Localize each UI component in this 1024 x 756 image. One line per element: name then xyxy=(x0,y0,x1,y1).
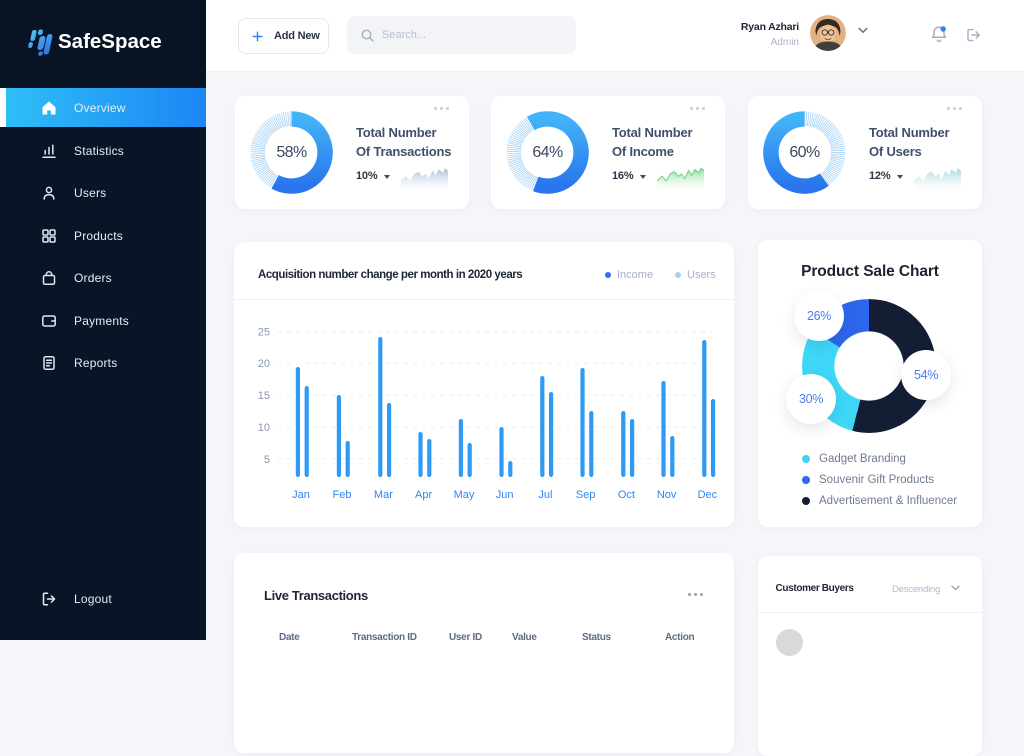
svg-text:Jan: Jan xyxy=(292,489,310,501)
svg-text:Nov: Nov xyxy=(657,489,677,501)
svg-text:Jul: Jul xyxy=(538,489,552,501)
svg-text:25: 25 xyxy=(258,327,270,339)
svg-text:Oct: Oct xyxy=(618,489,635,501)
svg-text:Feb: Feb xyxy=(333,489,352,501)
svg-text:Sep: Sep xyxy=(576,489,596,501)
svg-text:5: 5 xyxy=(264,454,270,466)
svg-text:20: 20 xyxy=(258,358,270,370)
svg-text:Mar: Mar xyxy=(374,489,393,501)
svg-text:Apr: Apr xyxy=(415,489,432,501)
svg-text:Dec: Dec xyxy=(698,489,718,501)
svg-text:10: 10 xyxy=(258,422,270,434)
svg-text:15: 15 xyxy=(258,390,270,402)
svg-text:Jun: Jun xyxy=(496,489,514,501)
svg-text:May: May xyxy=(454,489,475,501)
